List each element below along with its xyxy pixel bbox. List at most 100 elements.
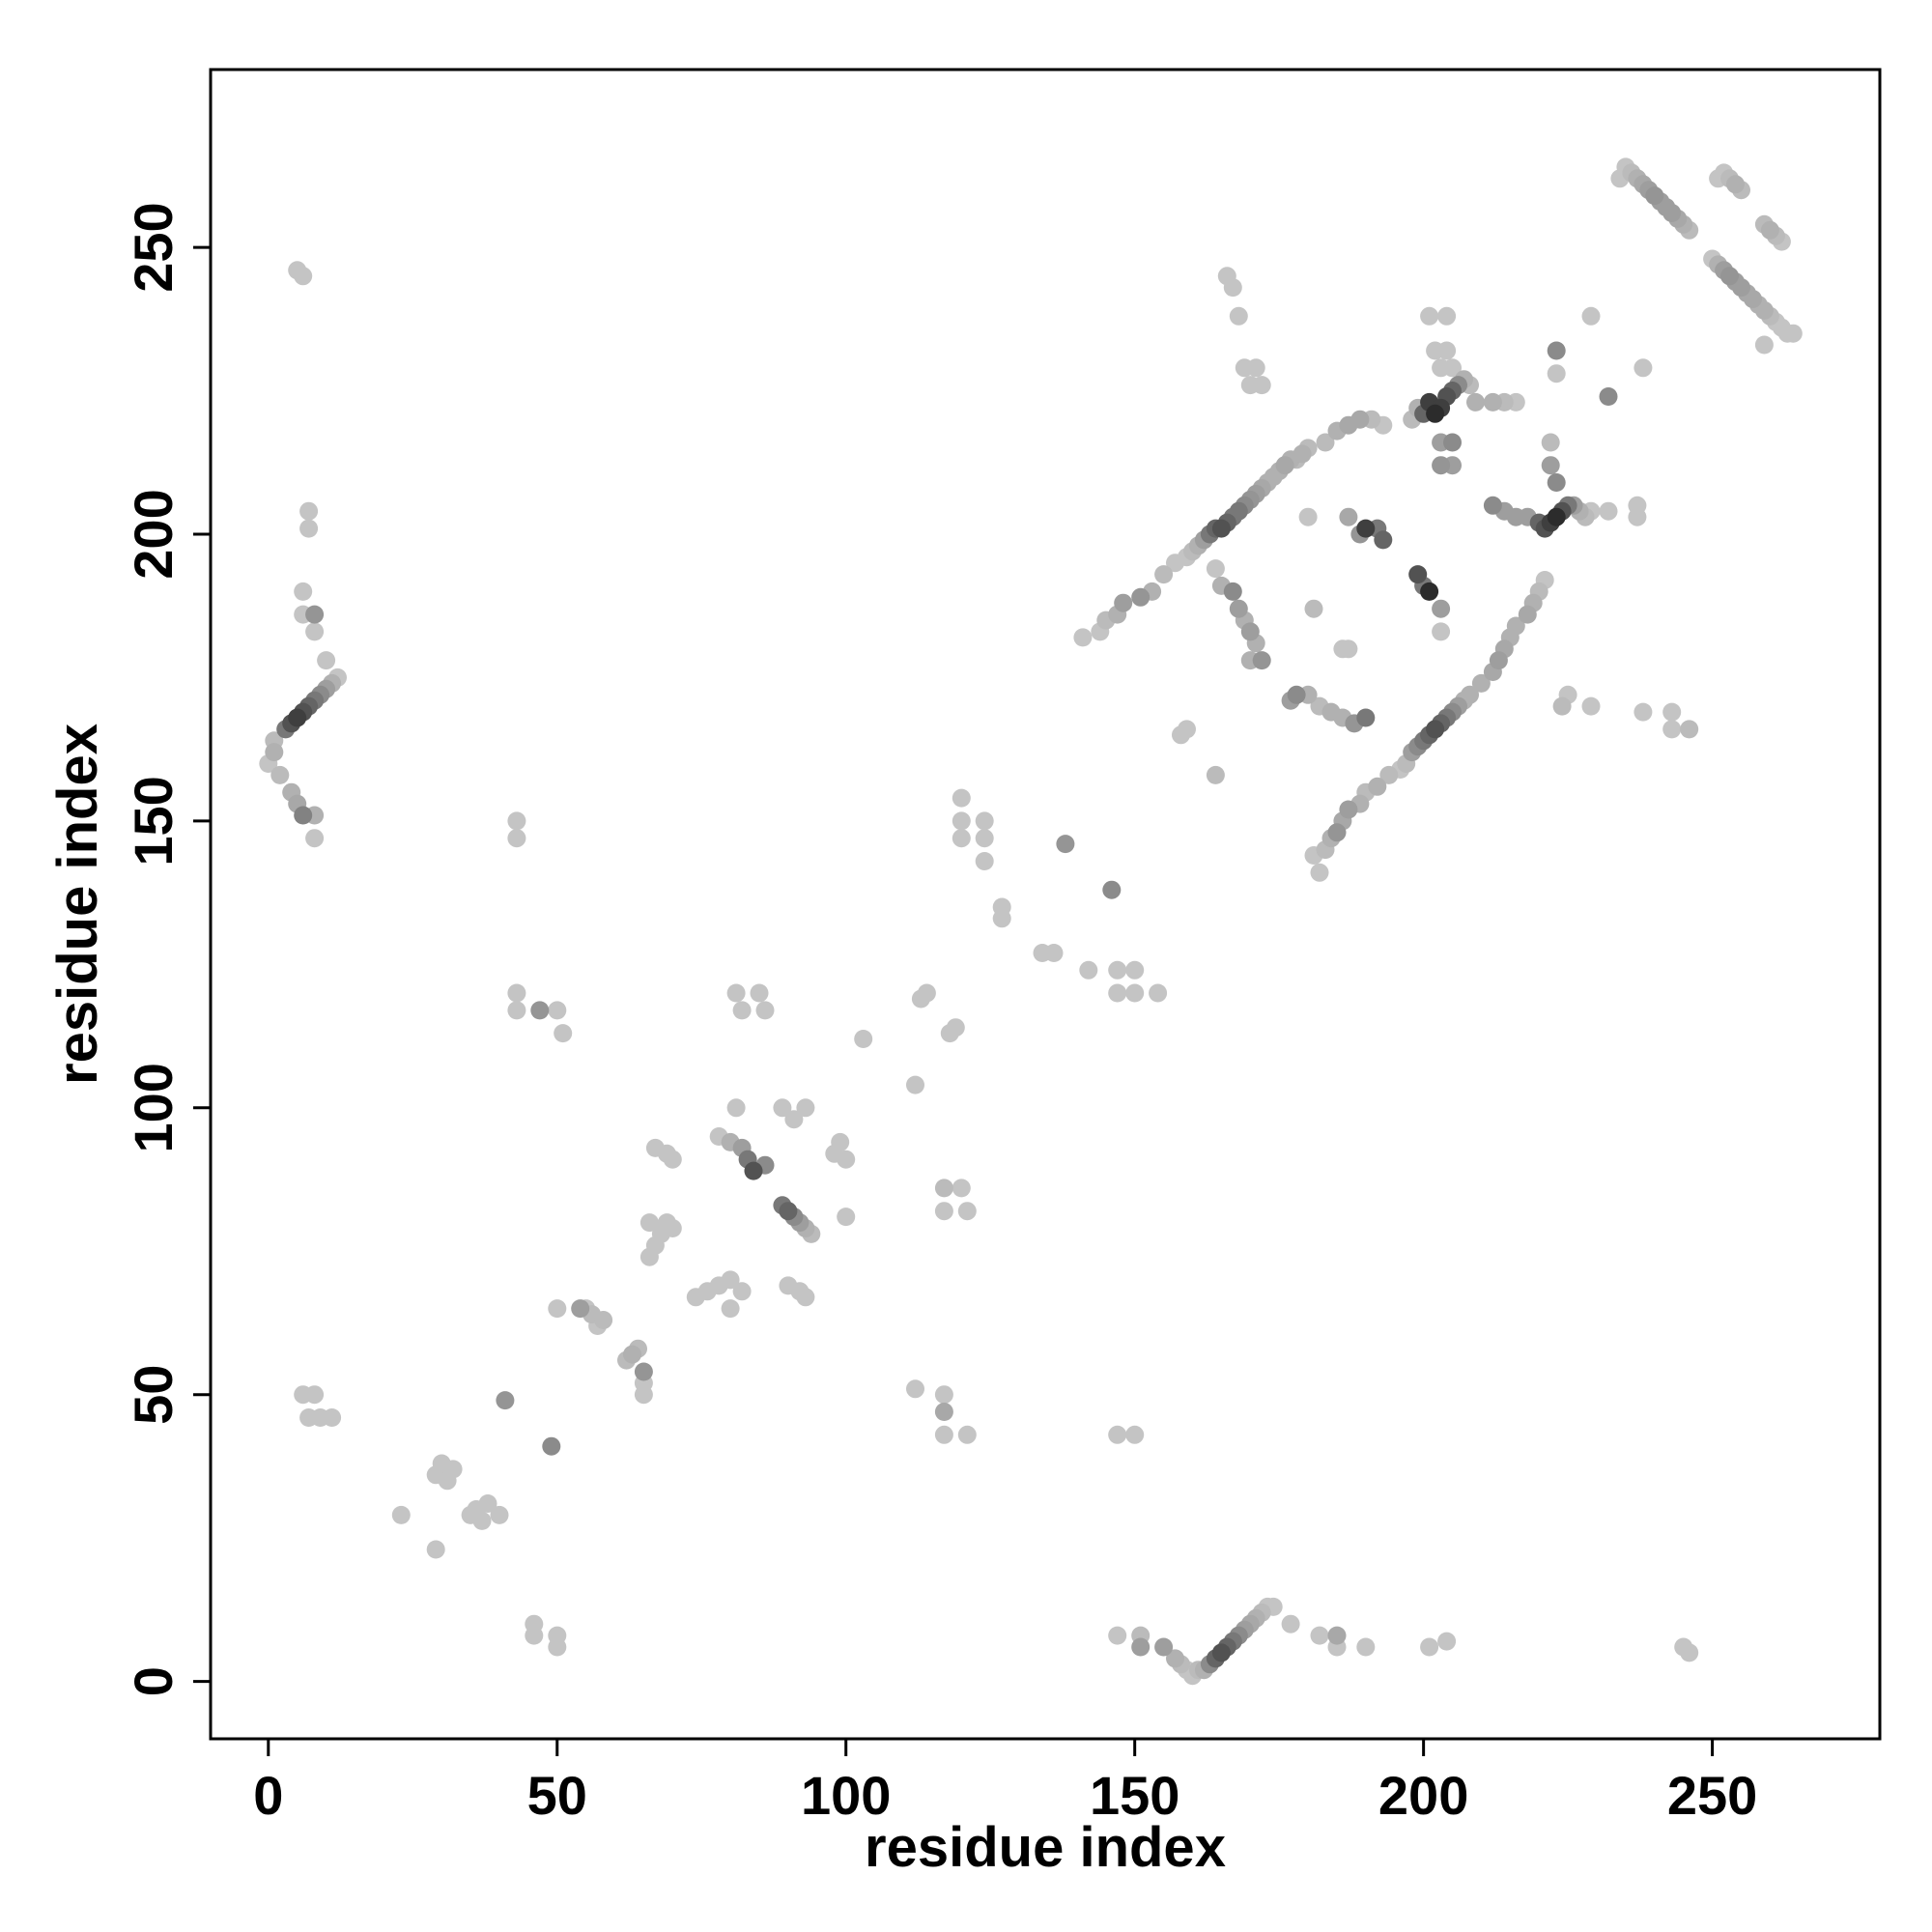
contact-point (732, 1282, 752, 1301)
contact-point (1223, 278, 1242, 298)
contact-point (548, 1299, 567, 1319)
contact-point (472, 1511, 492, 1530)
contact-point (1461, 685, 1479, 704)
contact-point (1426, 720, 1445, 739)
contact-point (1211, 1643, 1231, 1662)
contact-point (1783, 324, 1803, 343)
contact-point (299, 519, 319, 538)
contact-point (1680, 1643, 1699, 1662)
contact-point (1426, 404, 1445, 423)
contact-point (1420, 1637, 1439, 1657)
contact-point (854, 1030, 873, 1048)
contact-point (1211, 519, 1231, 538)
contact-point (1541, 456, 1560, 475)
contact-point (1229, 306, 1248, 326)
contact-point (270, 765, 290, 784)
contact-point (1634, 358, 1653, 378)
contact-point (1356, 1637, 1376, 1657)
contact-point (265, 743, 284, 762)
contact-point (1125, 983, 1145, 1003)
contact-point (1252, 376, 1271, 395)
contact-point (1287, 685, 1306, 704)
x-axis-label: residue index (865, 1816, 1226, 1879)
contact-point (639, 1213, 659, 1233)
contact-point (1581, 696, 1601, 716)
contact-point (507, 811, 526, 831)
contact-point (1206, 765, 1225, 784)
y-tick-label: 100 (123, 1063, 184, 1152)
contact-point (317, 651, 336, 670)
contact-point (1518, 605, 1537, 624)
y-axis: 0 50 100 150 200 250 (123, 202, 211, 1696)
contact-point (1310, 1626, 1329, 1645)
contact-point (1408, 565, 1428, 584)
contact-point (1744, 290, 1762, 308)
contact-point (975, 811, 994, 831)
contact-point (634, 1385, 653, 1405)
contact-point (1645, 186, 1664, 206)
x-tick-label: 0 (253, 1765, 283, 1826)
contact-point (1108, 960, 1127, 980)
contact-point (796, 1098, 815, 1118)
contact-point (663, 1219, 682, 1237)
contact-point (1206, 559, 1225, 579)
contact-point (1125, 1425, 1145, 1444)
contact-point (957, 1202, 977, 1221)
contact-point (1108, 1425, 1127, 1444)
contact-point (837, 1208, 856, 1227)
contact-point (1483, 392, 1502, 412)
y-tick-label: 200 (123, 489, 184, 579)
contact-point (952, 811, 971, 831)
contact-point (1223, 582, 1242, 601)
contact-point (305, 622, 325, 641)
contact-point (1432, 456, 1451, 475)
contact-point (571, 1299, 590, 1319)
contact-point (1599, 387, 1618, 406)
contact-point (784, 1110, 804, 1129)
contact-point (1420, 306, 1439, 326)
contact-point (755, 1001, 775, 1020)
contact-point (1754, 335, 1774, 355)
contact-point (323, 1408, 342, 1427)
contact-point (542, 1436, 561, 1456)
contact-point (975, 852, 994, 870)
contact-point (1581, 306, 1601, 326)
contact-point (1489, 651, 1508, 670)
contact-point (1466, 392, 1485, 412)
contact-point (1662, 204, 1682, 222)
contact-point (975, 829, 994, 848)
contact-point (1275, 456, 1294, 475)
contact-point (507, 829, 526, 848)
contact-point (1506, 616, 1525, 636)
contact-point (1154, 565, 1174, 584)
contact-point (305, 1385, 325, 1405)
contact-point (1327, 1626, 1347, 1645)
contact-point (663, 1150, 682, 1169)
contact-point (831, 1132, 850, 1151)
x-tick-label: 250 (1667, 1765, 1757, 1826)
contact-point (1432, 599, 1451, 618)
contact-point (1252, 651, 1271, 670)
contact-point (906, 1075, 924, 1094)
y-tick-label: 0 (123, 1666, 184, 1696)
contact-point (1720, 267, 1739, 286)
contact-point (507, 1001, 526, 1020)
contact-point (721, 1299, 740, 1319)
contact-point (732, 1001, 752, 1020)
contact-point (952, 788, 971, 808)
contact-point (299, 501, 319, 521)
x-tick-label: 200 (1378, 1765, 1468, 1826)
contact-point (1281, 1614, 1300, 1634)
contact-point (1547, 341, 1566, 360)
contact-point (1246, 358, 1265, 378)
contact-point (548, 1637, 567, 1657)
contact-point (726, 1098, 746, 1118)
contact-point (1310, 863, 1329, 882)
contact-point (1420, 582, 1439, 601)
contact-point (1599, 501, 1618, 521)
contact-point (1229, 501, 1248, 521)
contact-point (1304, 599, 1323, 618)
contact-point (721, 1270, 740, 1290)
y-tick-label: 50 (123, 1365, 184, 1425)
contact-point (1547, 507, 1566, 526)
